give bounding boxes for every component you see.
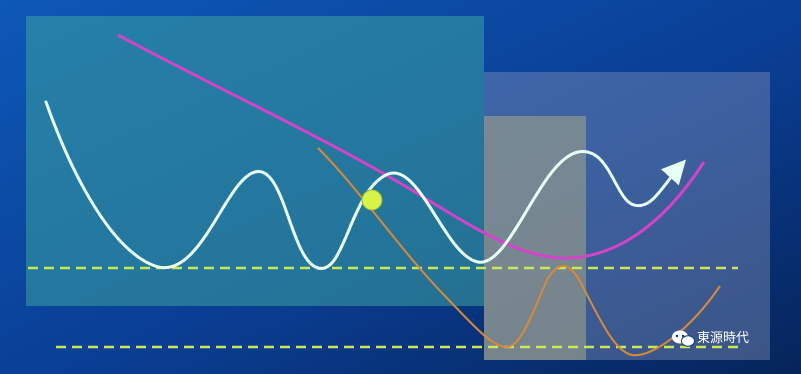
oscillator-curve [317, 147, 721, 357]
wechat-icon [672, 330, 695, 347]
left-region-panel [26, 16, 484, 306]
watermark-text: 東源時代 [697, 330, 749, 345]
middle-highlight-panel [484, 116, 586, 360]
watermark: 東源時代 [672, 330, 749, 347]
breakout-ball-marker [361, 189, 383, 211]
downtrend-curve [117, 33, 706, 260]
